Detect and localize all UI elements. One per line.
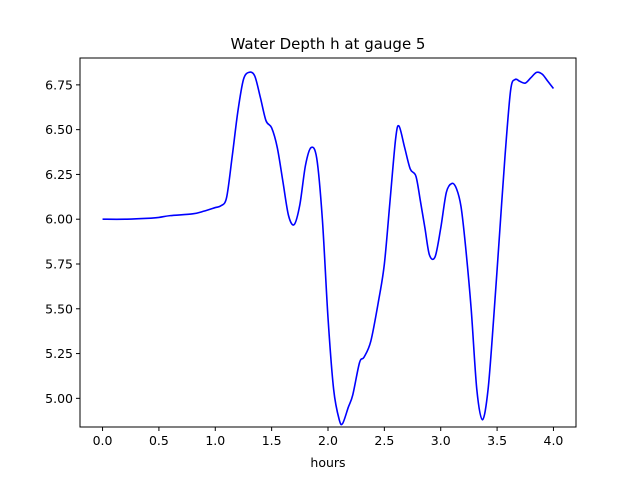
y-tick-label: 5.75 xyxy=(45,256,73,271)
chart-title: Water Depth h at gauge 5 xyxy=(231,35,426,53)
x-tick-label: 3.5 xyxy=(487,433,507,448)
x-tick-label: 3.0 xyxy=(431,433,451,448)
x-tick-label: 4.0 xyxy=(544,433,564,448)
x-tick-label: 2.0 xyxy=(318,433,338,448)
series-layer xyxy=(102,71,555,426)
y-tick-label: 5.25 xyxy=(45,346,73,361)
x-axis-label: hours xyxy=(310,455,345,470)
plot-frame xyxy=(79,57,577,428)
series-line xyxy=(102,71,555,426)
y-tick-label: 6.75 xyxy=(45,77,73,92)
y-tick-label: 6.00 xyxy=(45,212,73,227)
y-tick-label: 6.25 xyxy=(45,167,73,182)
y-tick-label: 5.50 xyxy=(45,301,73,316)
y-tick-label: 6.50 xyxy=(45,122,73,137)
x-tick-label: 1.0 xyxy=(205,433,225,448)
y-axis-ticks: 5.00 5.25 5.50 5.75 6.00 6.25 6.50 6.75 xyxy=(45,77,80,406)
y-tick-label: 5.00 xyxy=(45,391,73,406)
x-tick-label: 2.5 xyxy=(374,433,394,448)
x-tick-label: 1.5 xyxy=(262,433,282,448)
x-tick-label: 0.0 xyxy=(93,433,113,448)
x-axis-ticks: 0.0 0.5 1.0 1.5 2.0 2.5 3.0 3.5 4.0 xyxy=(93,427,564,448)
x-tick-label: 0.5 xyxy=(149,433,169,448)
